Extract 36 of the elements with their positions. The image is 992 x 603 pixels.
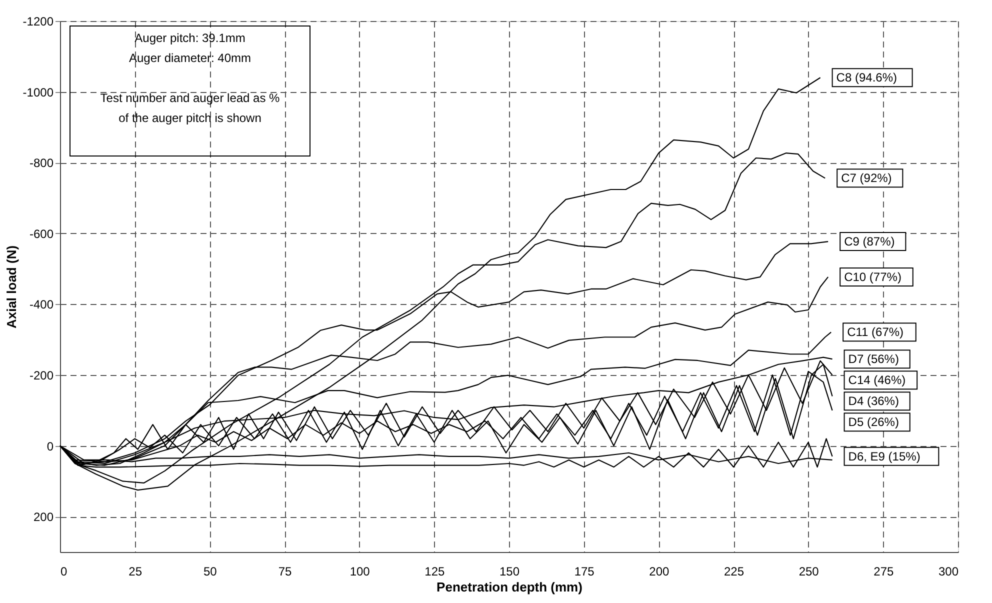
x-tick-label: 100 — [350, 564, 370, 578]
annotation: Auger pitch: 39.1mm — [134, 31, 246, 45]
series-label: D6, E9 (15%) — [848, 449, 920, 464]
y-tick-label: -600 — [29, 226, 54, 241]
y-tick-label: 0 — [46, 439, 54, 454]
y-tick-label: -800 — [29, 156, 54, 170]
y-tick-label: -1200 — [22, 14, 54, 28]
x-tick-label: 75 — [278, 564, 292, 578]
x-tick-label: 275 — [874, 564, 894, 578]
y-tick-label: -1000 — [22, 85, 54, 100]
x-tick-label: 25 — [128, 564, 142, 578]
x-tick-label: 250 — [798, 564, 820, 578]
y-tick-label: -200 — [29, 368, 54, 382]
x-axis-title: Penetration depth (mm) — [436, 580, 582, 594]
x-tick-label: 175 — [574, 564, 595, 578]
x-tick-label: 50 — [203, 564, 218, 578]
series-label: C8 (94.6%) — [836, 70, 898, 85]
y-axis-title: Axial load (N) — [4, 245, 19, 329]
annotation: Auger diameter: 40mm — [128, 51, 252, 65]
annotation: Test number and auger lead as % of the auger pitch is shown — [100, 91, 280, 125]
x-tick-label: 125 — [424, 564, 445, 578]
x-tick-label: 150 — [499, 564, 520, 578]
series-label: D7 (56%) — [848, 352, 899, 366]
series-label: C14 (46%) — [848, 373, 906, 388]
x-tick-label: 225 — [724, 564, 744, 578]
x-tick-label: 0 — [60, 564, 68, 578]
series-label: C9 (87%) — [844, 234, 895, 249]
x-tick-label: 200 — [649, 564, 670, 578]
series-label: D5 (26%) — [848, 415, 899, 430]
series-label: C10 (77%) — [844, 270, 902, 284]
series-label: D4 (36%) — [848, 394, 899, 408]
y-tick-label: 200 — [33, 510, 54, 524]
y-tick-label: -400 — [29, 298, 54, 312]
series-label: C11 (67%) — [847, 325, 904, 340]
x-tick-label: 300 — [938, 564, 959, 578]
series-label: C7 (92%) — [841, 171, 892, 186]
